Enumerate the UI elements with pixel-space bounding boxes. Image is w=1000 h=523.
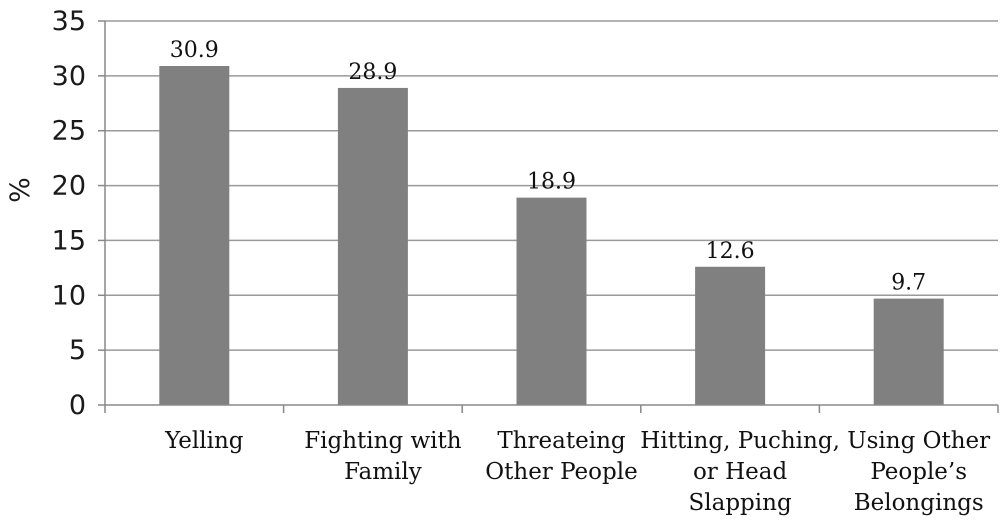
x-category-label: Hitting, Puching, or Head Slapping bbox=[640, 428, 840, 516]
x-category-label-line: Family bbox=[344, 459, 422, 485]
y-tick-label: 15 bbox=[52, 225, 86, 256]
y-tick-label: 30 bbox=[52, 61, 86, 92]
y-tick-label: 0 bbox=[69, 390, 86, 421]
bar bbox=[516, 197, 587, 405]
y-tick-label: 35 bbox=[52, 6, 86, 37]
y-tick-label: 5 bbox=[69, 335, 86, 366]
bar-value-label: 9.7 bbox=[891, 271, 926, 296]
bar bbox=[159, 65, 230, 406]
x-category-label-line: Using Other bbox=[847, 428, 990, 454]
bar-value-label: 28.9 bbox=[348, 60, 397, 85]
x-category-label: Threateing Other People bbox=[485, 428, 637, 485]
x-category-label-line: Slapping bbox=[689, 490, 792, 516]
y-tick-label: 10 bbox=[52, 280, 86, 311]
x-category-label: Using Other People’s Belongings bbox=[847, 428, 990, 516]
x-category-label-line: Hitting, Puching, bbox=[640, 428, 840, 454]
y-tick-label: 20 bbox=[52, 171, 86, 202]
bar bbox=[873, 298, 944, 405]
x-axis-category-labels: Yelling Fighting with Family Threateing Othe… bbox=[164, 428, 990, 516]
bar bbox=[337, 87, 408, 405]
x-category-label: Fighting with Family bbox=[304, 428, 462, 485]
bar-value-label: 30.9 bbox=[170, 38, 219, 63]
x-category-label-line: Other People bbox=[485, 459, 637, 485]
bars bbox=[159, 65, 944, 406]
bar-value-label: 12.6 bbox=[706, 239, 755, 264]
x-category-label-line: Fighting with bbox=[304, 428, 462, 454]
x-category-label: Yelling bbox=[164, 428, 244, 454]
y-axis-label: % bbox=[5, 177, 36, 203]
x-category-label-line: Threateing bbox=[497, 428, 625, 454]
bar bbox=[695, 266, 766, 405]
x-category-label-line: or Head bbox=[693, 459, 788, 485]
x-category-label-line: Yelling bbox=[164, 428, 244, 454]
x-category-label-line: People’s bbox=[870, 459, 967, 485]
x-category-label-line: Belongings bbox=[854, 490, 984, 516]
y-tick-label: 25 bbox=[52, 116, 86, 147]
y-axis-ticks: 0 5 10 15 20 25 30 35 bbox=[52, 6, 106, 421]
data-labels: 30.9 28.9 18.9 12.6 9.7 bbox=[170, 38, 926, 296]
bar-value-label: 18.9 bbox=[527, 170, 576, 195]
x-axis bbox=[104, 404, 999, 413]
